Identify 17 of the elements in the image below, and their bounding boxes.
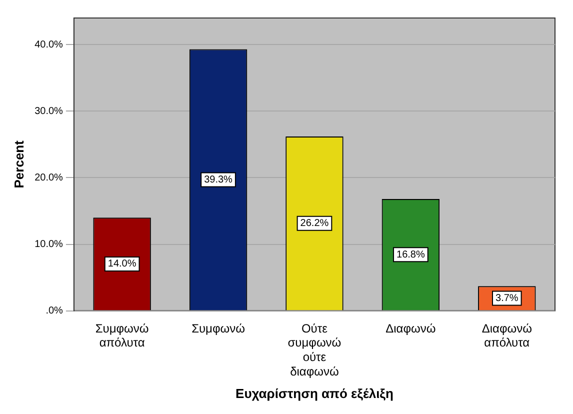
x-tick-label: Συμφωνώ xyxy=(192,321,245,336)
data-label: 14.0% xyxy=(108,258,136,270)
y-tick-label: 40.0% xyxy=(34,39,64,50)
x-tick-label: Διαφωνώ απόλυτα xyxy=(482,321,532,350)
y-tick-label: .0% xyxy=(46,306,64,317)
x-tick-label: Συμφωνώ απόλυτα xyxy=(95,321,149,350)
y-tick-label: 20.0% xyxy=(34,172,64,184)
y-tick-label: 30.0% xyxy=(34,106,64,117)
y-tick-label: 10.0% xyxy=(34,239,64,250)
x-tick-label: Διαφωνώ xyxy=(386,321,436,336)
data-label: 39.3% xyxy=(204,174,233,186)
data-label: 3.7% xyxy=(495,292,518,304)
data-label: 26.2% xyxy=(300,218,329,230)
x-axis-title: Ευχαρίστηση από εξέλιξη xyxy=(236,386,394,401)
y-axis-title: Percent xyxy=(11,140,26,188)
x-tick-label: Ούτε συμφωνώ ούτε διαφωνώ xyxy=(288,321,342,379)
data-label: 16.8% xyxy=(396,249,425,260)
